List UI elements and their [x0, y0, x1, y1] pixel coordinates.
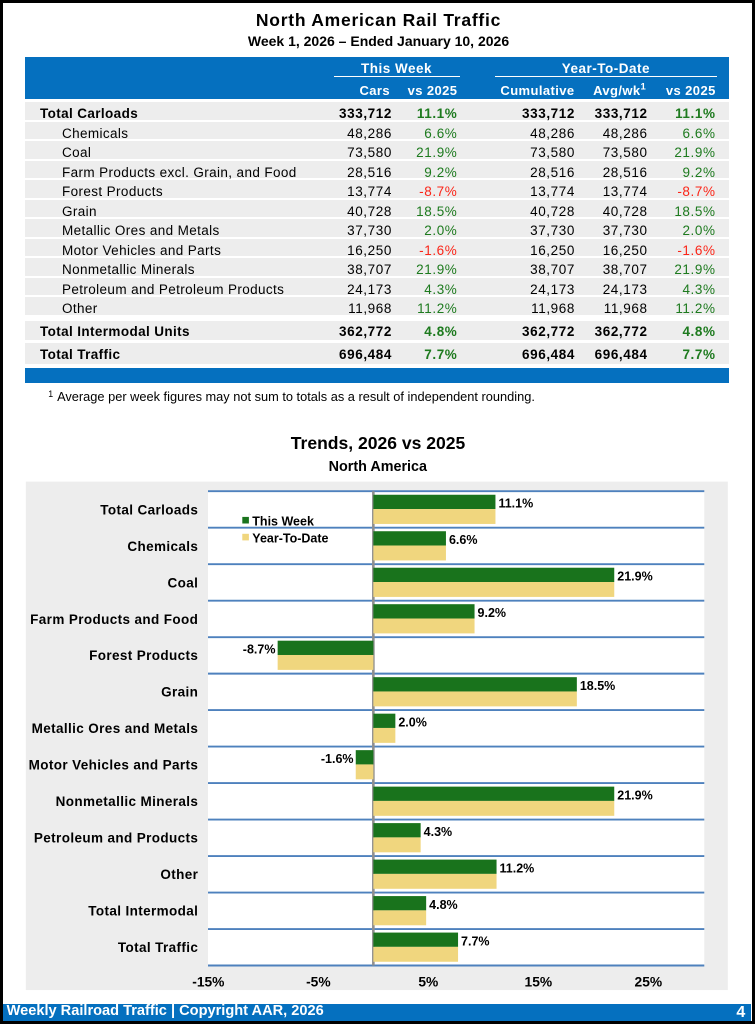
svg-text:Nonmetallic Minerals: Nonmetallic Minerals	[56, 794, 199, 809]
svg-text:Metallic Ores and Metals: Metallic Ores and Metals	[32, 721, 199, 736]
svg-text:5%: 5%	[418, 974, 438, 989]
svg-text:18.5%: 18.5%	[580, 679, 615, 693]
svg-text:Farm Products and Food: Farm Products and Food	[30, 612, 198, 627]
svg-text:Motor Vehicles and Parts: Motor Vehicles and Parts	[29, 758, 199, 773]
svg-text:21.9%: 21.9%	[617, 789, 652, 803]
svg-text:Total Intermodal: Total Intermodal	[88, 904, 198, 919]
svg-text:Year-To-Date: Year-To-Date	[252, 532, 328, 546]
svg-text:6.6%: 6.6%	[449, 533, 478, 547]
svg-text:Total Carloads: Total Carloads	[100, 502, 198, 517]
svg-text:-1.6%: -1.6%	[321, 752, 354, 766]
svg-text:Forest Products: Forest Products	[89, 648, 198, 663]
svg-text:4.3%: 4.3%	[424, 825, 453, 839]
svg-text:4.8%: 4.8%	[429, 898, 458, 912]
svg-text:15%: 15%	[525, 974, 553, 989]
svg-text:7.7%: 7.7%	[461, 934, 490, 948]
svg-text:Coal: Coal	[168, 575, 199, 590]
svg-text:Grain: Grain	[161, 685, 198, 700]
svg-text:11.2%: 11.2%	[500, 862, 535, 876]
svg-text:2.0%: 2.0%	[398, 716, 427, 730]
svg-text:Petroleum and Products: Petroleum and Products	[34, 831, 198, 846]
svg-text:11.1%: 11.1%	[498, 497, 533, 511]
svg-text:21.9%: 21.9%	[617, 570, 652, 584]
svg-text:25%: 25%	[635, 974, 663, 989]
svg-text:Total Traffic: Total Traffic	[118, 940, 199, 955]
svg-text:Chemicals: Chemicals	[127, 539, 198, 554]
svg-text:This Week: This Week	[252, 514, 314, 528]
svg-text:9.2%: 9.2%	[478, 606, 507, 620]
svg-text:-5%: -5%	[306, 974, 331, 989]
svg-text:-15%: -15%	[192, 974, 224, 989]
svg-text:Other: Other	[160, 867, 198, 882]
svg-text:-8.7%: -8.7%	[243, 643, 276, 657]
